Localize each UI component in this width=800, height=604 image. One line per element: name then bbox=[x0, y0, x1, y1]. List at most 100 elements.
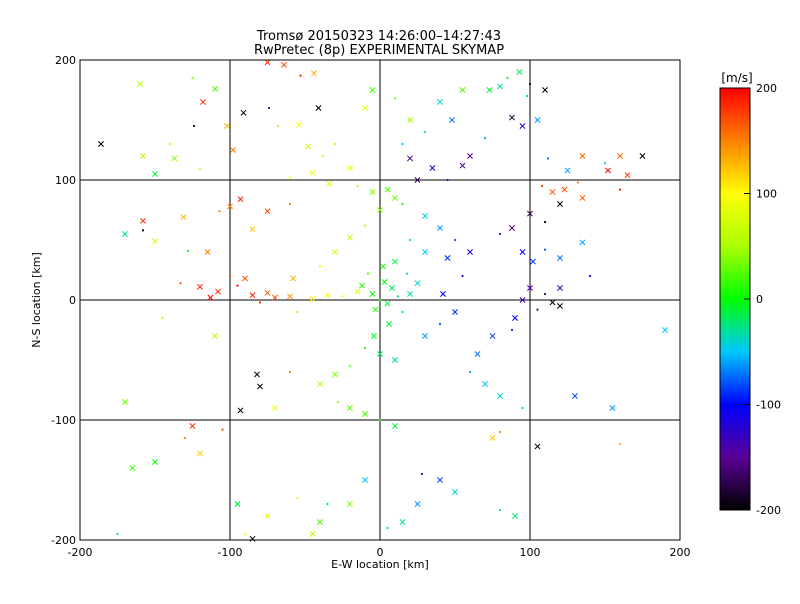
data-point-x-stroke bbox=[152, 171, 158, 177]
data-point-x-stroke bbox=[549, 299, 556, 306]
data-point-dot bbox=[543, 220, 547, 224]
data-point-x bbox=[296, 121, 302, 128]
data-point-x bbox=[392, 195, 398, 201]
data-point-x bbox=[359, 282, 365, 289]
data-point-x bbox=[237, 196, 244, 203]
data-point-x bbox=[224, 123, 230, 129]
data-point-dot bbox=[401, 202, 404, 206]
data-point-x-stroke bbox=[557, 255, 563, 261]
data-point-dot bbox=[461, 274, 464, 278]
data-point-x-stroke bbox=[362, 477, 368, 483]
data-point-dot bbox=[420, 472, 424, 476]
data-point-dot bbox=[243, 532, 247, 536]
data-point-x-stroke bbox=[440, 291, 446, 297]
data-point-x-stroke bbox=[249, 292, 256, 299]
data-point-x bbox=[497, 393, 503, 399]
data-point-x bbox=[326, 180, 332, 187]
data-point-x bbox=[437, 99, 443, 105]
data-point-x-stroke bbox=[140, 153, 146, 159]
data-point-x bbox=[516, 69, 523, 75]
data-point-x bbox=[332, 249, 338, 255]
data-point-x bbox=[452, 489, 458, 495]
data-point-x-stroke bbox=[519, 297, 526, 303]
data-point-x bbox=[234, 501, 241, 507]
data-point-x bbox=[384, 300, 391, 307]
data-point-x-stroke bbox=[449, 117, 455, 123]
data-point-x bbox=[152, 459, 158, 465]
chart-title: Tromsø 20150323 14:26:00–14:27:43 bbox=[256, 29, 501, 44]
x-tick-label: 100 bbox=[520, 546, 541, 559]
data-point-x bbox=[372, 306, 379, 313]
data-point-x-stroke bbox=[509, 114, 515, 121]
data-point-x-stroke bbox=[332, 371, 338, 378]
y-tick-label: -100 bbox=[51, 414, 76, 427]
data-point-x-stroke bbox=[215, 288, 221, 295]
data-point-x bbox=[309, 531, 316, 537]
data-point-x bbox=[369, 189, 376, 195]
data-point-dot bbox=[423, 130, 427, 134]
data-point-x-stroke bbox=[152, 238, 158, 245]
data-point-x bbox=[437, 225, 443, 231]
data-point-x-stroke bbox=[372, 306, 379, 313]
data-point-x-stroke bbox=[309, 295, 316, 302]
data-point-x-stroke bbox=[137, 81, 143, 87]
data-point-dot bbox=[179, 282, 182, 285]
data-point-x bbox=[315, 105, 322, 111]
data-point-x-stroke bbox=[317, 381, 323, 387]
data-point-x bbox=[249, 226, 256, 233]
data-point-x-stroke bbox=[249, 535, 256, 542]
data-point-dot bbox=[198, 168, 202, 171]
colorbar-tick-label: 0 bbox=[756, 293, 763, 306]
data-point-x bbox=[392, 357, 398, 363]
data-point-x bbox=[467, 153, 473, 159]
data-point-x-stroke bbox=[254, 371, 260, 378]
data-point-dot bbox=[168, 142, 172, 146]
data-point-dot bbox=[446, 178, 449, 182]
data-point-dot bbox=[296, 496, 299, 500]
data-point-dot bbox=[348, 364, 352, 368]
data-point-x bbox=[579, 195, 586, 201]
data-point-x-stroke bbox=[122, 231, 128, 237]
data-point-x bbox=[362, 411, 368, 417]
data-point-x bbox=[527, 285, 533, 291]
data-point-x bbox=[242, 275, 248, 282]
data-point-x-stroke bbox=[249, 226, 256, 233]
data-point-x bbox=[137, 81, 143, 87]
data-point-x bbox=[509, 225, 515, 231]
data-point-x bbox=[414, 280, 421, 287]
data-point-x-stroke bbox=[497, 83, 503, 90]
data-point-x bbox=[557, 255, 563, 261]
data-point-x-stroke bbox=[579, 239, 586, 246]
colorbar-tick-label: 200 bbox=[756, 82, 777, 95]
data-point-x-stroke bbox=[377, 207, 383, 213]
chart-subtitle: RwPretec (8p) EXPERIMENTAL SKYMAP bbox=[254, 43, 504, 58]
data-point-x bbox=[530, 258, 536, 265]
data-point-x bbox=[407, 155, 413, 162]
data-point-x-stroke bbox=[422, 249, 428, 255]
x-tick-label: -100 bbox=[218, 546, 243, 559]
data-point-x bbox=[407, 117, 413, 123]
data-point-dot bbox=[116, 532, 119, 536]
data-point-dot bbox=[183, 436, 187, 440]
data-point-x bbox=[180, 214, 187, 221]
data-point-x bbox=[392, 258, 398, 265]
data-point-x bbox=[240, 109, 247, 116]
data-point-x bbox=[497, 83, 503, 90]
data-point-x-stroke bbox=[281, 61, 287, 68]
data-point-x bbox=[639, 153, 646, 159]
data-point-x bbox=[474, 351, 481, 357]
data-point-x bbox=[437, 477, 443, 483]
data-point-dot bbox=[401, 310, 404, 314]
data-point-x bbox=[249, 535, 256, 542]
data-point-dot bbox=[546, 157, 550, 160]
data-point-x-stroke bbox=[467, 153, 473, 159]
data-point-x bbox=[212, 85, 218, 92]
data-point-x bbox=[557, 303, 563, 309]
data-point-dot bbox=[525, 94, 529, 98]
data-point-x-stroke bbox=[557, 201, 563, 207]
data-point-dot bbox=[141, 229, 145, 232]
data-point-x-stroke bbox=[212, 333, 218, 339]
data-point-x bbox=[429, 165, 436, 171]
data-point-x bbox=[371, 333, 377, 339]
data-point-x-stroke bbox=[354, 288, 361, 295]
